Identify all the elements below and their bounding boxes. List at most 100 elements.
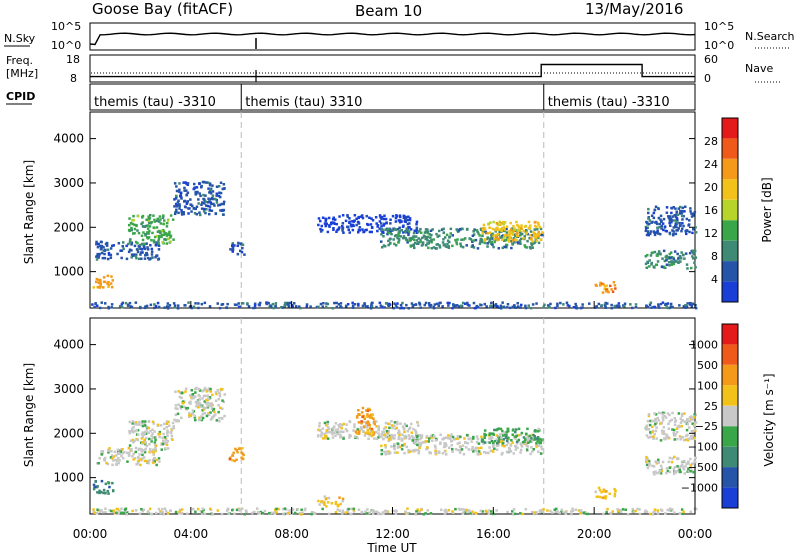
scatter-cell [554, 510, 557, 514]
scatter-cell [613, 492, 617, 496]
scatter-cell [136, 462, 140, 465]
scatter-cell [154, 235, 157, 239]
scatter-cell [507, 240, 511, 243]
scatter-cell [382, 433, 386, 437]
scatter-cell [213, 204, 216, 207]
scatter-cell [471, 234, 475, 237]
scatter-cell [403, 451, 406, 455]
scatter-cell [688, 426, 691, 429]
scatter-cell [659, 232, 662, 236]
scatter-cell [518, 229, 521, 232]
x-tick-label: 16:00 [476, 527, 511, 541]
scatter-cell [194, 395, 197, 398]
scatter-cell [130, 249, 133, 252]
scatter-cell [629, 303, 632, 306]
scatter-cell [665, 256, 668, 259]
scatter-cell [204, 211, 207, 215]
scatter-cell [512, 224, 515, 228]
scatter-cell [670, 206, 673, 210]
scatter-cell [155, 463, 158, 467]
scatter-cell [163, 219, 166, 222]
scatter-cell [139, 463, 142, 467]
scatter-cell [93, 305, 96, 309]
scatter-cell [502, 434, 505, 437]
scatter-cell [653, 508, 657, 511]
scatter-cell [538, 429, 541, 432]
scatter-cell [459, 445, 463, 449]
scatter-cell [657, 207, 660, 211]
scatter-cell [165, 242, 169, 245]
scatter-cell [546, 509, 549, 512]
scatter-cell [347, 225, 350, 229]
scatter-cell [199, 510, 203, 513]
scatter-cell [368, 408, 372, 412]
scatter-cell [430, 434, 433, 437]
scatter-cell [106, 248, 110, 251]
scatter-cell [101, 451, 104, 455]
scatter-cell [435, 247, 438, 250]
scatter-cell [689, 464, 693, 467]
scatter-cell [222, 213, 225, 216]
scatter-cell [444, 442, 448, 446]
scatter-cell [533, 429, 536, 433]
scatter-cell [212, 414, 215, 418]
scatter-cell [649, 301, 653, 304]
colorbar-swatch [722, 446, 738, 468]
scatter-cell [140, 257, 143, 260]
scatter-cell [193, 387, 197, 391]
scatter-cell [497, 238, 500, 241]
scatter-cell [497, 427, 501, 430]
scatter-cell [472, 233, 476, 236]
scatter-cell [226, 508, 230, 511]
scatter-cell [357, 231, 360, 234]
scatter-cell [671, 411, 674, 415]
scatter-cell [482, 442, 485, 445]
scatter-cell [361, 406, 365, 410]
scatter-cell [647, 414, 651, 418]
scatter-cell [421, 241, 425, 244]
scatter-cell [338, 226, 341, 229]
scatter-cell [508, 232, 511, 235]
scatter-cell [327, 426, 330, 429]
scatter-cell [603, 495, 606, 499]
scatter-cell [261, 511, 265, 515]
scatter-cell [197, 306, 200, 310]
scatter-cell [414, 303, 418, 306]
scatter-cell [324, 224, 327, 228]
scatter-cell [463, 437, 466, 440]
scatter-cell [319, 302, 323, 306]
scatter-cell [137, 459, 141, 462]
scatter-cell [556, 304, 559, 307]
scatter-cell [615, 304, 619, 307]
scatter-cell [652, 511, 655, 514]
scatter-cell [464, 441, 467, 444]
scatter-cell [681, 466, 685, 469]
scatter-cell [206, 404, 209, 408]
scatter-cell [470, 440, 473, 443]
scatter-cell [691, 249, 695, 252]
scatter-cell [334, 422, 338, 425]
scatter-cell [143, 440, 146, 443]
scatter-cell [165, 441, 168, 445]
scatter-cell [538, 437, 541, 441]
scatter-cell [186, 200, 189, 203]
freq-label-top: Freq. [6, 54, 33, 67]
scatter-cell [197, 387, 201, 391]
scatter-cell [142, 433, 146, 437]
scatter-cell [216, 388, 220, 392]
scatter-cell [190, 397, 194, 400]
scatter-cell [424, 237, 427, 241]
scatter-cell [672, 206, 675, 209]
scatter-cell [366, 420, 370, 423]
scatter-cell [163, 436, 167, 439]
scatter-cell [131, 438, 135, 442]
scatter-cell [584, 510, 587, 514]
scatter-cell [384, 426, 387, 429]
scatter-cell [110, 244, 114, 248]
scatter-cell [159, 218, 162, 221]
scatter-cell [341, 227, 344, 230]
scatter-cell [352, 224, 355, 228]
scatter-cell [435, 243, 438, 246]
scatter-cell [683, 210, 686, 213]
scatter-cell [520, 431, 524, 435]
